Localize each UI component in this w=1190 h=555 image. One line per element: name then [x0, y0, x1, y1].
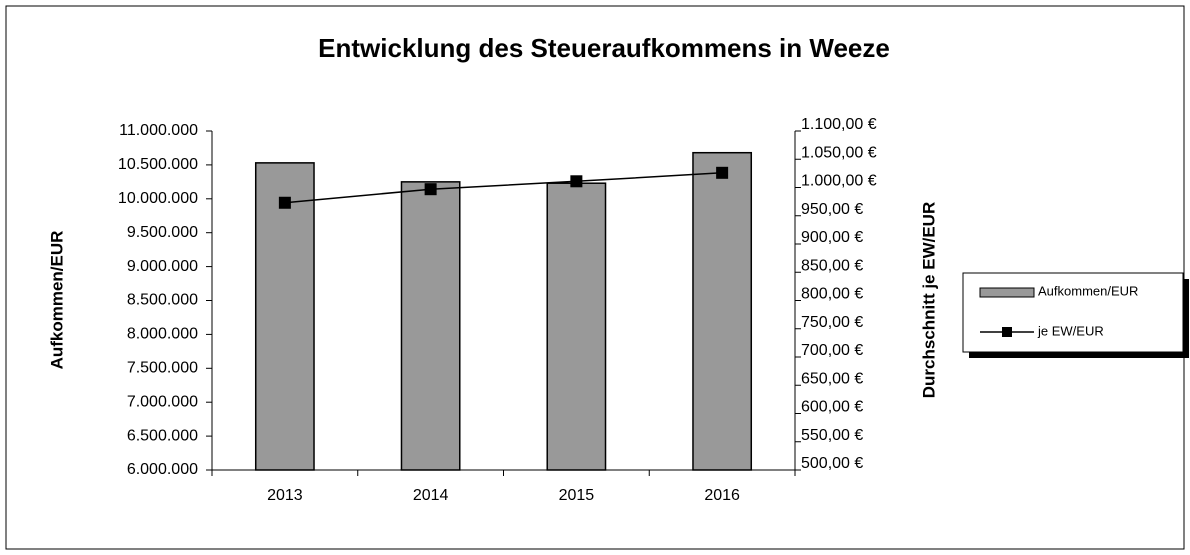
legend: Aufkommen/EUR je EW/EUR: [962, 272, 1189, 358]
legend-marker: [1002, 327, 1012, 337]
y2-tick-label: 1.000,00 €: [801, 173, 877, 190]
y2-tick-label: 650,00 €: [801, 370, 863, 387]
marker: [716, 166, 729, 179]
y2-tick-label: 1.100,00 €: [801, 116, 877, 133]
y-tick-label: 8.500.000: [127, 292, 198, 309]
y2-tick-label: 700,00 €: [801, 342, 863, 359]
y-tick-label: 7.500.000: [127, 360, 198, 377]
y2-axis-title: Durchschnitt je EW/EUR: [919, 202, 938, 398]
y-tick-label: 11.000.000: [119, 122, 198, 139]
legend-label: je EW/EUR: [1037, 323, 1104, 338]
y-tick-label: 8.000.000: [127, 326, 198, 343]
x-tick-label: 2014: [413, 487, 449, 504]
y-tick-label: 9.500.000: [127, 224, 198, 241]
marker: [570, 175, 583, 188]
chart-title: Entwicklung des Steueraufkommens in Weez…: [318, 33, 890, 63]
y2-tick-label: 500,00 €: [801, 455, 863, 472]
legend-box: [962, 272, 1184, 353]
line: [284, 172, 723, 204]
marker: [424, 183, 437, 196]
y2-tick-label: 550,00 €: [801, 427, 863, 444]
y2-tick-label: 850,00 €: [801, 257, 863, 274]
bar: [400, 181, 461, 471]
y-tick-label: 7.000.000: [127, 393, 198, 410]
marker: [278, 196, 291, 209]
x-tick-label: 2016: [704, 487, 740, 504]
bar: [546, 182, 607, 471]
y-axis-title: Aufkommen/EUR: [47, 231, 66, 370]
x-tick-label: 2015: [559, 487, 595, 504]
y2-tick-label: 750,00 €: [801, 314, 863, 331]
y2-tick-label: 600,00 €: [801, 399, 863, 416]
y2-tick-label: 1.050,00 €: [801, 144, 877, 161]
y2-tick-label: 800,00 €: [801, 286, 863, 303]
legend-label: Aufkommen/EUR: [1038, 283, 1138, 298]
legend-swatch: [979, 287, 1035, 298]
y-tick-label: 6.000.000: [127, 461, 198, 478]
y-tick-label: 9.000.000: [127, 258, 198, 275]
y-tick-label: 6.500.000: [127, 427, 198, 444]
bar: [692, 151, 753, 471]
y2-tick-label: 950,00 €: [801, 201, 863, 218]
y-tick-label: 10.000.000: [118, 190, 198, 207]
y2-tick-label: 900,00 €: [801, 229, 863, 246]
y-tick-label: 10.500.000: [118, 156, 198, 173]
bar: [254, 162, 315, 471]
x-tick-label: 2013: [267, 487, 303, 504]
